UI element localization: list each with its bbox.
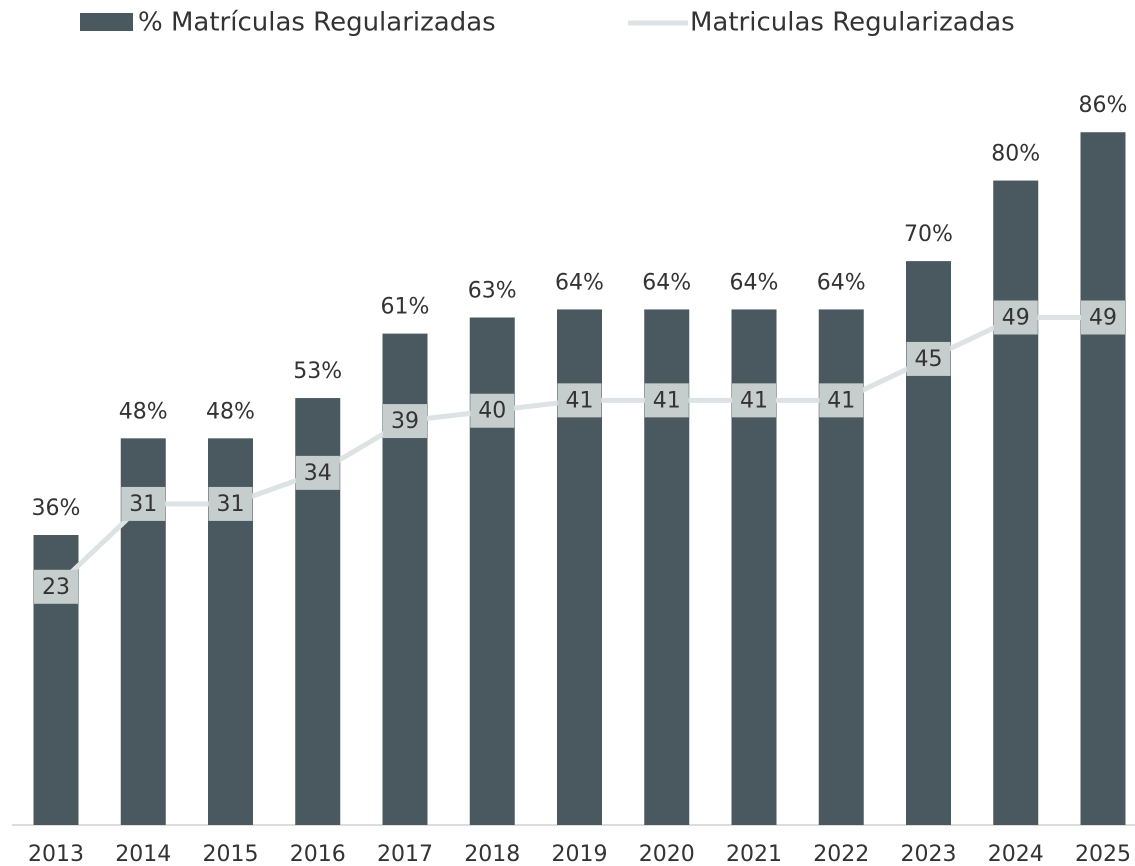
bar-value-label: 86% — [1079, 93, 1128, 118]
bar-value-label: 53% — [293, 359, 342, 384]
legend-label: % Matrículas Regularizadas — [138, 8, 496, 38]
x-tick-label: 2024 — [988, 842, 1044, 866]
bar-value-label: 70% — [904, 222, 953, 247]
bar-value-label: 64% — [642, 270, 691, 295]
line-value-label: 23 — [42, 575, 70, 600]
x-tick-label: 2014 — [115, 842, 171, 866]
line-label-box — [208, 486, 253, 521]
line-value-label: 45 — [915, 347, 943, 372]
line-label-box — [470, 393, 515, 428]
bar-value-label: 64% — [555, 270, 604, 295]
x-tick-label: 2023 — [901, 842, 957, 866]
line-value-label: 41 — [827, 388, 855, 413]
bar-value-label: 61% — [381, 295, 430, 320]
line-value-label: 34 — [304, 461, 332, 486]
bar-value-label: 48% — [206, 399, 255, 424]
bar-value-label: 64% — [730, 270, 779, 295]
line-value-label: 31 — [129, 492, 157, 517]
bar-value-label: 48% — [119, 399, 168, 424]
legend-label: Matriculas Regularizadas — [690, 8, 1015, 38]
line-label-box — [819, 383, 864, 418]
bar — [993, 180, 1039, 826]
bar — [469, 317, 515, 825]
line-label-box — [295, 455, 340, 490]
line-value-label: 41 — [653, 388, 681, 413]
x-tick-label: 2016 — [290, 842, 346, 866]
legend-swatch — [80, 13, 133, 31]
x-tick-label: 2022 — [813, 842, 869, 866]
bar-value-label: 64% — [817, 270, 866, 295]
x-tick-label: 2019 — [552, 842, 608, 866]
x-tick-label: 2017 — [377, 842, 433, 866]
line-label-box — [906, 341, 951, 376]
line-label-box — [557, 383, 602, 418]
line-value-label: 49 — [1002, 306, 1030, 331]
line-label-box — [1081, 300, 1125, 335]
line-value-label: 40 — [478, 399, 506, 424]
bar-value-label: 36% — [32, 496, 81, 521]
x-tick-label: 2025 — [1075, 842, 1131, 866]
line-value-label: 39 — [391, 409, 419, 434]
line-value-label: 49 — [1089, 306, 1117, 331]
bar — [1080, 132, 1126, 825]
line-label-box — [732, 383, 776, 418]
line-value-label: 41 — [566, 388, 594, 413]
bar-value-label: 63% — [468, 279, 517, 304]
x-tick-label: 2020 — [639, 842, 695, 866]
line-value-label: 41 — [740, 388, 768, 413]
legend: % Matrículas Regularizadas Matriculas Re… — [80, 8, 1015, 38]
bar-value-label: 80% — [991, 142, 1040, 167]
line-label-box — [121, 486, 166, 521]
line-label-box — [644, 383, 689, 418]
line-label-box — [993, 300, 1038, 335]
line-label-box — [34, 569, 78, 604]
line-label-box — [383, 404, 427, 439]
x-tick-label: 2015 — [203, 842, 259, 866]
x-tick-label: 2018 — [464, 842, 520, 866]
x-tick-label: 2013 — [28, 842, 84, 866]
x-tick-label: 2021 — [726, 842, 782, 866]
line-value-label: 31 — [217, 492, 245, 517]
